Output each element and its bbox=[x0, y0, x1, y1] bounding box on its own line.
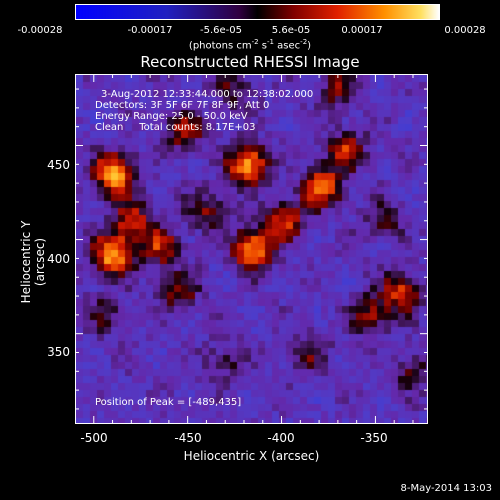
colorbar-tick-label: -0.00028 bbox=[17, 25, 63, 36]
colorbar bbox=[75, 4, 440, 20]
x-tick-label: -450 bbox=[174, 431, 202, 445]
peak-position-annotation: Position of Peak = [-489,435] bbox=[95, 397, 242, 408]
detectors-annotation: Detectors: 3F 5F 6F 7F 8F 9F, Att 0 bbox=[95, 100, 270, 111]
colorbar-tick-label: -5.6e-05 bbox=[200, 25, 242, 36]
y-tick-label: 400 bbox=[47, 252, 70, 266]
x-tick-label: -400 bbox=[267, 431, 295, 445]
y-tick-label: 450 bbox=[47, 158, 70, 172]
heatmap-image bbox=[76, 75, 427, 423]
colorbar-tick-label: 0.00028 bbox=[444, 25, 486, 36]
colorbar-tick-label: 5.6e-05 bbox=[271, 25, 311, 36]
x-axis-label: Heliocentric X (arcsec) bbox=[183, 449, 320, 463]
x-tick-label: -500 bbox=[80, 431, 108, 445]
plot-frame bbox=[75, 74, 428, 424]
clean-annotation: Clean Total counts: 8.17E+03 bbox=[95, 122, 256, 133]
colorbar-tick-label: -0.00017 bbox=[127, 25, 173, 36]
x-tick-label: -350 bbox=[360, 431, 388, 445]
energy-annotation: Energy Range: 25.0 - 50.0 keV bbox=[95, 111, 248, 122]
colorbar-units: (photons cm-2 s-1 asec-2) bbox=[188, 38, 312, 52]
time-range-annotation: 3-Aug-2012 12:33:44.000 to 12:38:02.000 bbox=[101, 89, 314, 100]
chart-title: Reconstructed RHESSI Image bbox=[140, 53, 360, 71]
footer-date: 8-May-2014 13:03 bbox=[400, 483, 492, 494]
y-tick-label: 350 bbox=[47, 345, 70, 359]
colorbar-tick-label: 0.00017 bbox=[341, 25, 383, 36]
y-axis-label: Heliocentric Y (arcsec) bbox=[19, 220, 47, 304]
